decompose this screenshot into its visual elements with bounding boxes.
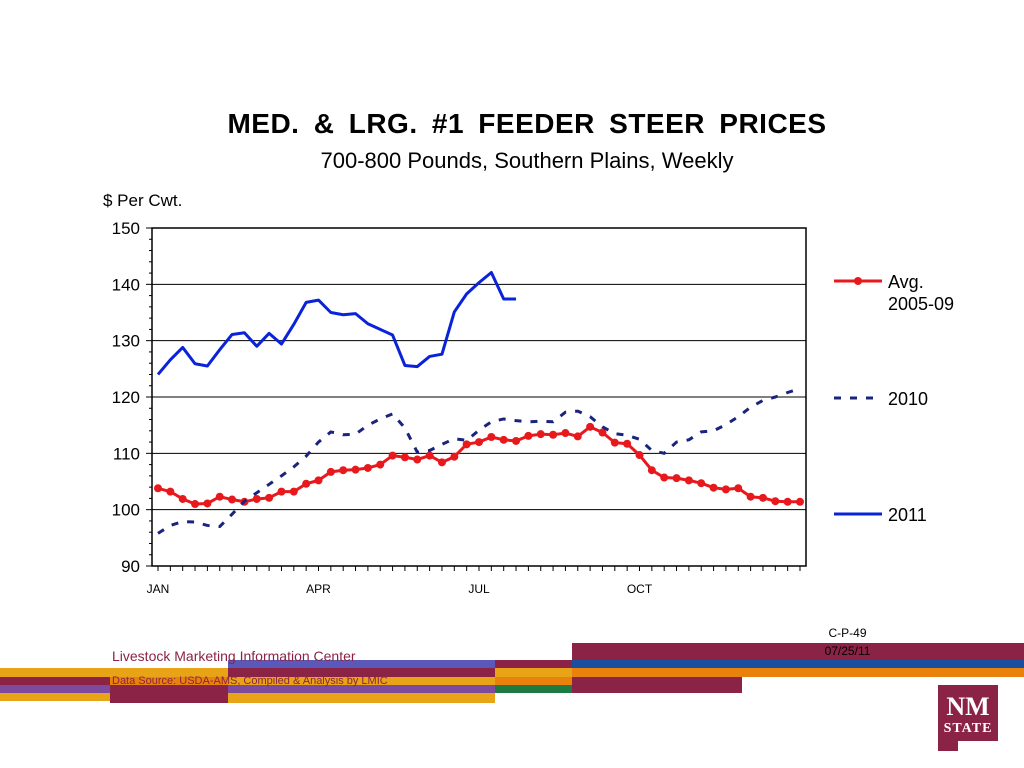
series-point-0 [425,451,434,460]
series-point-0 [265,493,274,502]
series-point-0 [758,493,767,502]
y-tick-label: 140 [112,275,140,294]
series-point-0 [549,430,558,439]
y-tick-label: 110 [113,444,140,463]
footer-bars [0,643,1024,703]
series-point-0 [512,436,521,445]
series-point-0 [363,463,372,472]
series-point-0 [302,479,311,488]
series-point-0 [623,439,632,448]
y-tick-label: 90 [121,557,140,576]
data-source: Data Source: USDA-AMS, Compiled & Analys… [112,675,388,687]
series-point-0 [573,432,582,441]
series-point-0 [215,492,224,501]
series-point-0 [203,499,212,508]
series-point-0 [771,497,780,506]
series-point-0 [376,460,385,469]
legend-label-0: 2005-09 [888,294,954,314]
series-point-0 [154,484,162,493]
series-point-0 [252,494,261,503]
x-tick-label: JAN [147,582,170,596]
y-axis-label: $ Per Cwt. [103,191,182,210]
series-point-0 [388,451,397,460]
series-point-0 [289,487,298,496]
series-point-0 [796,497,804,506]
series-point-0 [586,422,595,431]
series-point-0 [524,431,533,440]
chart-code: C-P-49 [828,626,867,640]
series-point-0 [475,438,483,447]
series-point-0 [351,465,360,474]
series-point-0 [598,428,607,437]
series-point-0 [610,438,619,447]
legend-marker-0 [854,277,862,285]
series-point-0 [709,483,718,492]
y-tick-label: 120 [112,388,140,407]
series-line-2 [156,271,517,376]
y-tick-label: 100 [112,501,140,520]
series-point-0 [684,476,693,485]
series-point-0 [314,476,323,485]
org-name: Livestock Marketing Information Center [112,648,356,664]
series-point-0 [487,432,496,441]
series-point-0 [326,467,335,476]
series-point-0 [672,474,681,483]
x-tick-label: APR [306,582,331,596]
chart-title: MED. & LRG. #1 FEEDER STEER PRICES [227,108,827,139]
series-point-0 [783,497,792,506]
series-point-0 [277,487,286,496]
y-tick-label: 130 [112,332,140,351]
series-point-0 [499,435,508,444]
series-point-0 [228,495,237,504]
series-point-0 [339,466,348,475]
series-point-0 [450,452,459,461]
series-point-0 [462,440,471,449]
series-point-0 [721,485,730,494]
x-tick-label: JUL [468,582,490,596]
series-point-0 [178,494,187,503]
series-point-0 [166,487,175,496]
series-point-0 [561,429,570,438]
series-point-0 [437,458,446,467]
series-point-0 [536,430,545,439]
series-point-0 [635,451,644,460]
series-point-0 [191,500,200,509]
chart-date: 07/25/11 [824,644,871,658]
series-point-0 [697,479,706,488]
chart-subtitle: 700-800 Pounds, Southern Plains, Weekly [320,148,734,173]
legend-label-2: 2011 [888,505,927,525]
x-tick-label: OCT [627,582,653,596]
series-point-0 [413,455,422,464]
svg-text:NM: NM [946,692,989,721]
series-point-0 [734,484,743,493]
svg-text:STATE: STATE [944,721,993,736]
nmsu-logo: NM STATE [938,685,998,751]
y-tick-label: 150 [112,219,140,238]
legend-label-0: Avg. [888,272,924,292]
series-point-0 [660,473,669,482]
series-point-0 [746,492,755,501]
series-point-0 [647,466,656,475]
plot-frame [151,227,807,567]
legend-label-1: 2010 [888,389,928,409]
series-point-0 [400,453,409,462]
